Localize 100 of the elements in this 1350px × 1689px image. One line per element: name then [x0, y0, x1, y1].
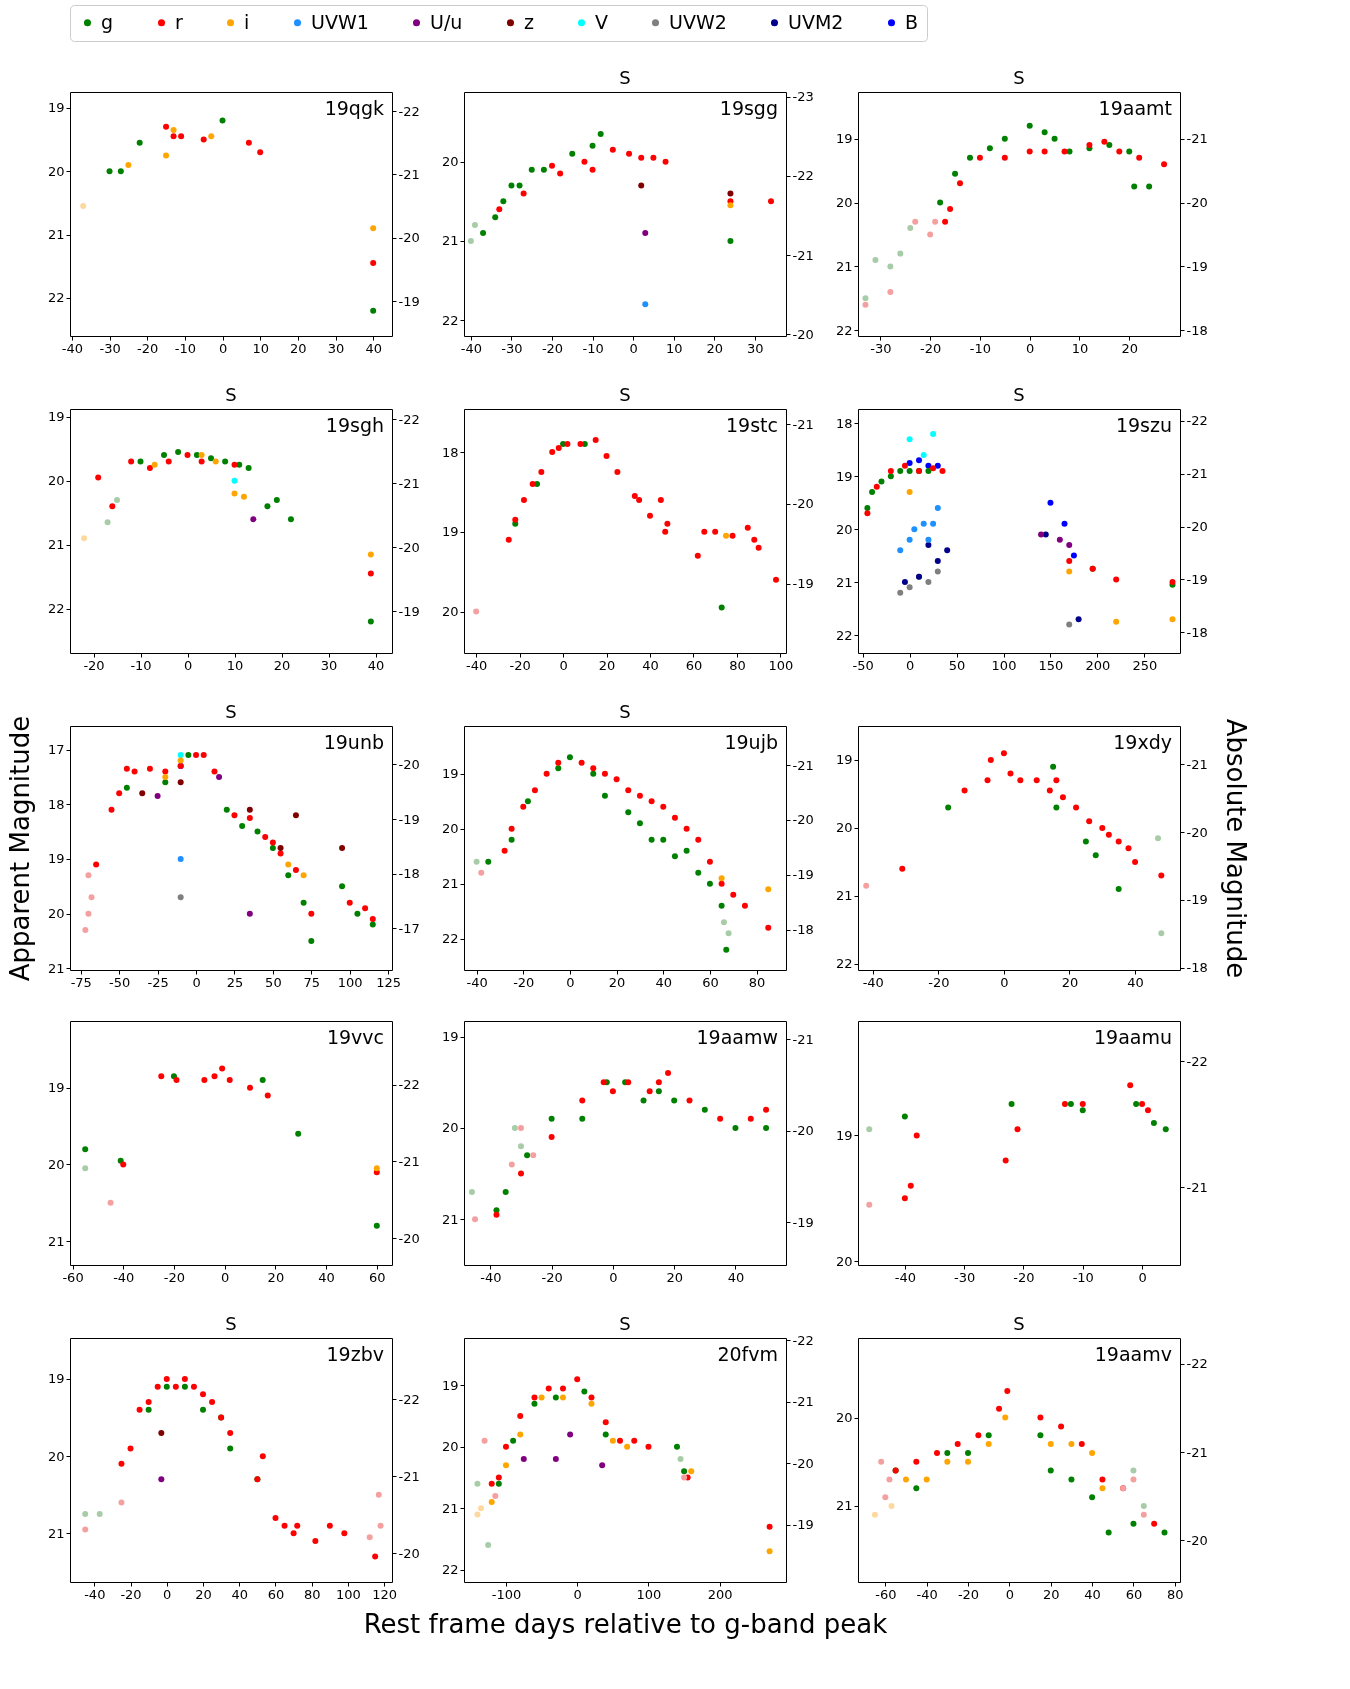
y-tick-label: 20 — [441, 821, 459, 837]
point — [163, 152, 170, 159]
x-tick-label: 40 — [231, 1586, 249, 1602]
point — [474, 1480, 481, 1487]
point — [923, 1476, 930, 1483]
point — [609, 1437, 616, 1444]
point — [906, 584, 913, 591]
point — [154, 793, 161, 800]
point — [524, 798, 531, 805]
point — [588, 1394, 595, 1401]
point — [695, 836, 702, 843]
point — [485, 858, 492, 865]
x-tick-label: 0 — [1026, 340, 1035, 356]
x-tick-label: 0 — [629, 340, 638, 356]
point — [502, 1443, 509, 1450]
point — [706, 858, 713, 865]
point — [944, 1449, 951, 1456]
chart-title: 19stc — [726, 414, 778, 436]
point — [1007, 770, 1014, 777]
point — [944, 547, 951, 554]
point — [290, 1530, 297, 1537]
y2-tick-label: -19 — [1186, 892, 1208, 908]
point — [500, 198, 507, 205]
point — [655, 1088, 662, 1095]
point — [701, 1106, 708, 1113]
point — [578, 759, 585, 766]
point — [128, 458, 135, 465]
y2-tick-label: -19 — [1186, 571, 1208, 587]
point — [118, 1460, 125, 1467]
x-tick-label: 40 — [318, 1269, 335, 1285]
point — [864, 504, 871, 511]
point — [231, 812, 238, 819]
point — [492, 1492, 499, 1499]
point — [1158, 872, 1165, 879]
x-tick-label: -20 — [163, 1269, 186, 1285]
x-tick-label: -25 — [147, 974, 169, 990]
point — [517, 1431, 524, 1438]
point — [193, 452, 200, 459]
x-tick-label: 100 — [336, 1586, 361, 1602]
x-tick-label: 20 — [1121, 340, 1139, 356]
x-tick-label: 0 — [1000, 974, 1009, 990]
y-tick-label: 20 — [47, 163, 65, 179]
point — [1079, 1101, 1086, 1107]
x-tick-label: 10 — [226, 657, 244, 673]
point — [1068, 1441, 1075, 1448]
y-tick-label: 19 — [47, 1371, 65, 1387]
point — [887, 473, 894, 480]
x-tick-label: -60 — [62, 1269, 84, 1285]
x-tick-label: 0 — [609, 1269, 618, 1285]
y-tick-label: 19 — [441, 524, 459, 540]
x-tick-label: 100 — [991, 657, 1017, 673]
point — [198, 452, 205, 459]
point — [370, 225, 377, 232]
x-tick-label: 20 — [706, 340, 723, 356]
y2-tick-label: -19 — [398, 293, 420, 309]
point — [264, 1092, 271, 1099]
x-tick-label: 20 — [608, 974, 626, 990]
point — [88, 894, 95, 901]
y2-tick-label: -21 — [792, 1031, 814, 1047]
point — [589, 142, 596, 149]
point — [601, 792, 608, 799]
point — [200, 1406, 206, 1413]
point — [80, 203, 87, 210]
point — [590, 770, 597, 777]
x-tick-label: -40 — [113, 1269, 135, 1285]
x-tick-label: 40 — [365, 340, 382, 356]
y-tick-label: 21 — [835, 1498, 853, 1514]
point — [602, 1419, 609, 1426]
point — [294, 1522, 301, 1529]
point — [208, 133, 215, 140]
chart-title: 19szu — [1115, 414, 1172, 436]
point — [866, 1126, 873, 1133]
point — [211, 1073, 218, 1080]
point — [162, 779, 169, 786]
point — [984, 777, 991, 784]
y2-tick-label: -23 — [792, 89, 814, 105]
point — [897, 467, 904, 474]
point — [200, 752, 207, 758]
point — [292, 812, 299, 819]
point — [662, 528, 669, 535]
point — [888, 1502, 895, 1509]
point — [508, 1161, 515, 1168]
point — [614, 469, 621, 475]
point — [1061, 520, 1068, 527]
point — [925, 579, 932, 586]
point — [82, 1511, 89, 1518]
chart-title: 19xdy — [1113, 731, 1172, 753]
point — [934, 504, 941, 511]
point — [1146, 183, 1153, 190]
x-tick-label: 0 — [1138, 1269, 1147, 1285]
point — [1139, 1101, 1146, 1107]
point — [1158, 930, 1165, 937]
point — [520, 1456, 527, 1463]
y2-axis-title: Absolute Magnitude — [1220, 718, 1251, 979]
x-tick-label: 60 — [1125, 1586, 1143, 1602]
point — [866, 1201, 873, 1208]
point — [1132, 858, 1139, 865]
y2-tick-label: -19 — [1186, 258, 1208, 274]
point — [723, 532, 730, 539]
point — [226, 1077, 233, 1084]
